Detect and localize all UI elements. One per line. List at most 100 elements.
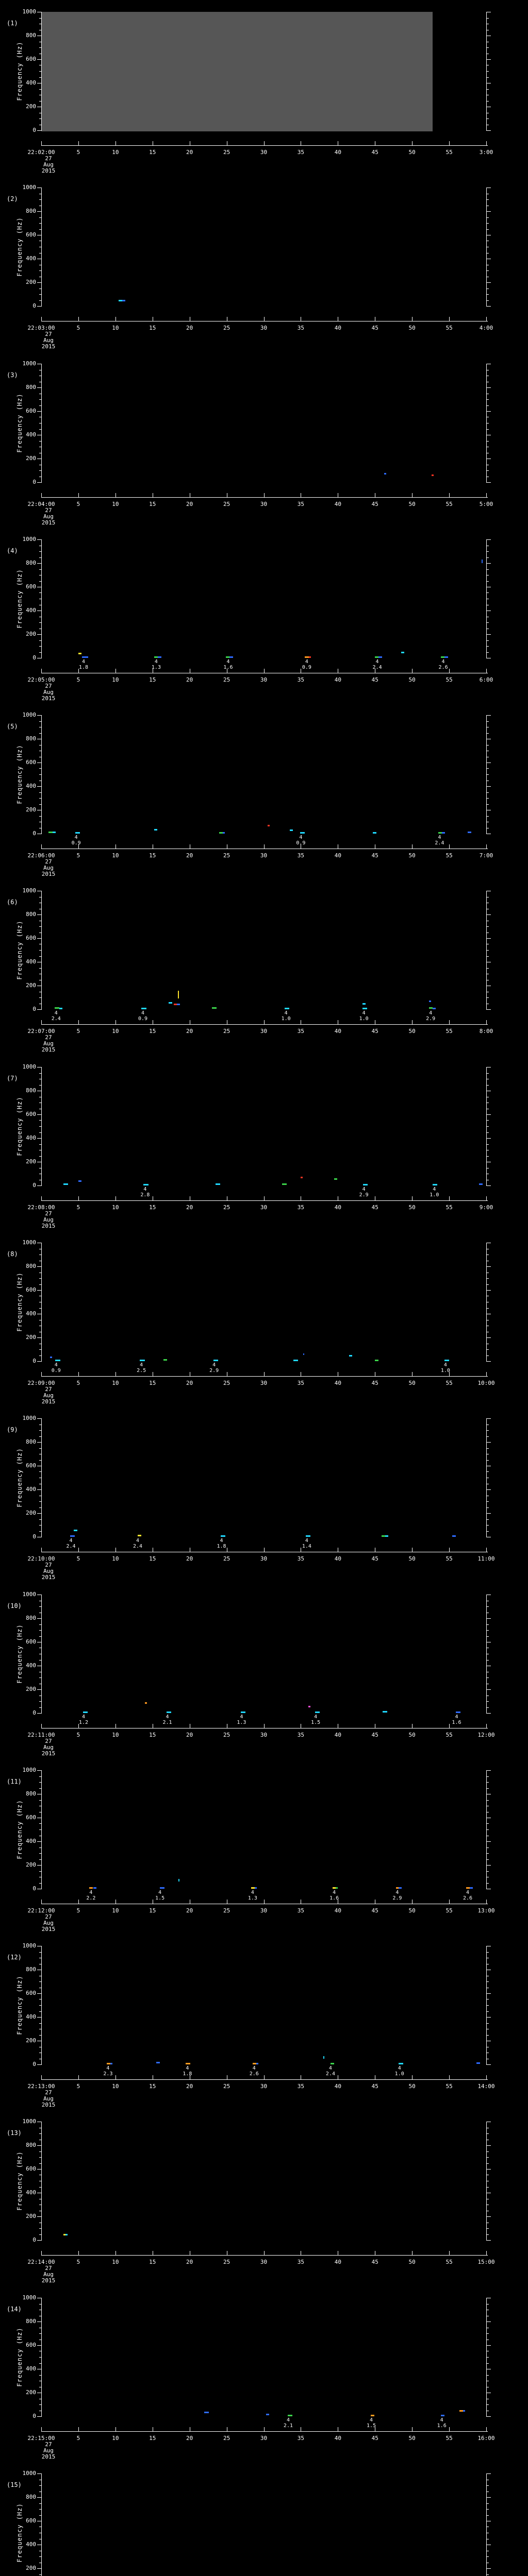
y-tick (39, 199, 41, 200)
detection-mark (444, 1360, 449, 1361)
right-y-tick (487, 2216, 491, 2217)
y-tick-label: 800 (26, 911, 36, 918)
detection-annotation-count: 4 (158, 1890, 162, 1895)
y-tick (37, 1418, 41, 1419)
detection-mark (308, 1706, 310, 1707)
y-tick-label: 1000 (22, 2470, 37, 2477)
right-y-tick (487, 387, 491, 388)
x-axis-date-line: Aug (43, 1216, 54, 1223)
y-tick-label: 1000 (22, 1767, 37, 1773)
x-tick-label: 10 (112, 676, 119, 683)
x-tick (264, 493, 265, 497)
y-tick (39, 1448, 41, 1449)
detection-annotation-count: 4 (314, 1714, 318, 1720)
x-tick-label: 10 (112, 1732, 119, 1738)
detection-annotation-value: 1.6 (437, 2423, 447, 2429)
right-y-tick (487, 997, 489, 998)
detection-mark (107, 2063, 111, 2064)
y-tick (39, 1677, 41, 1678)
right-y-tick (487, 118, 489, 119)
x-tick-label: 20 (186, 1732, 193, 1738)
right-y-tick (487, 2163, 489, 2164)
detection-annotation-value: 2.9 (359, 1192, 369, 1198)
right-y-tick (487, 470, 489, 471)
x-end-time-label: 6:00 (479, 676, 493, 683)
detection-mark (141, 1008, 146, 1009)
x-tick (486, 669, 487, 673)
x-tick-label: 50 (408, 2435, 416, 2442)
right-axis-line (486, 1946, 487, 2065)
detection-annotation-value: 2.8 (140, 1192, 150, 1198)
x-start-time-label: 22:08:00 (27, 1204, 55, 1211)
x-tick (449, 493, 450, 497)
x-tick-label: 25 (223, 501, 230, 507)
y-axis-line (41, 1243, 42, 1362)
x-tick-label: 30 (260, 325, 268, 331)
y-tick (37, 2568, 41, 2569)
x-tick-label: 10 (112, 501, 119, 507)
y-tick (37, 786, 41, 787)
spectrogram-panel-10: (10) Frequency (Hz) 0 200 400 600 800 1000 22:11… (0, 1583, 528, 1758)
y-tick-label: 400 (26, 2189, 36, 2196)
x-tick-label: 30 (260, 2259, 268, 2265)
y-tick (39, 2357, 41, 2358)
right-y-tick (487, 2345, 491, 2346)
x-tick-label: 30 (260, 676, 268, 683)
right-y-tick (487, 2497, 491, 2498)
y-tick (39, 804, 41, 805)
x-tick-label: 15 (149, 501, 156, 507)
y-tick-label: 1000 (22, 887, 37, 894)
y-tick (37, 1713, 41, 1714)
y-tick-label: 200 (26, 2037, 36, 2044)
y-tick (39, 2363, 41, 2364)
x-start-time-label: 22:07:00 (27, 1028, 55, 1035)
y-axis-line (41, 2298, 42, 2417)
right-y-tick (487, 294, 489, 295)
y-axis-line (41, 2473, 42, 2576)
x-tick-label: 50 (408, 852, 416, 859)
x-tick (486, 1372, 487, 1376)
right-y-tick (487, 1677, 489, 1678)
right-y-tick (487, 2375, 489, 2376)
y-tick-label: 200 (26, 1861, 36, 1868)
right-y-tick (487, 1981, 489, 1982)
right-y-tick (487, 1630, 489, 1631)
x-end-time-label: 11:00 (477, 1555, 495, 1562)
x-axis-date-line: Aug (43, 1392, 54, 1399)
detection-mark (59, 1008, 62, 1009)
x-end-time-label: 8:00 (479, 1028, 493, 1035)
detection-mark (213, 1360, 218, 1361)
y-tick-label: 800 (26, 735, 36, 742)
x-tick (486, 1020, 487, 1024)
y-tick (39, 1284, 41, 1285)
x-tick (486, 141, 487, 145)
x-tick-label: 55 (446, 1907, 453, 1914)
x-tick-label: 45 (371, 1028, 378, 1035)
detection-mark (401, 652, 404, 653)
right-y-tick (487, 47, 489, 48)
y-tick (37, 762, 41, 763)
right-y-tick (487, 1606, 489, 1607)
y-tick-label: 0 (32, 2061, 36, 2067)
x-tick (41, 1020, 42, 1024)
detection-mark (444, 656, 448, 658)
y-tick-label: 1000 (22, 2294, 37, 2301)
x-tick (264, 2075, 265, 2079)
right-y-tick (487, 89, 489, 90)
spectrogram-panel-15: (15)Frequency (Hz)0200400600800100022:16… (0, 2462, 528, 2576)
right-y-tick (487, 926, 489, 927)
detection-mark (229, 656, 233, 658)
x-tick (78, 493, 79, 497)
y-tick (39, 89, 41, 90)
right-y-tick (487, 1430, 489, 1431)
detection-annotation-count: 4 (362, 1010, 366, 1016)
y-axis-line (41, 539, 42, 658)
right-y-tick (487, 2151, 489, 2152)
y-axis-line (41, 1595, 42, 1714)
detection-annotation-count: 4 (328, 2065, 332, 2071)
right-y-tick (487, 1952, 489, 1953)
y-tick (39, 1636, 41, 1637)
x-tick (264, 317, 265, 321)
x-tick (78, 2427, 79, 2431)
y-tick (37, 2064, 41, 2065)
